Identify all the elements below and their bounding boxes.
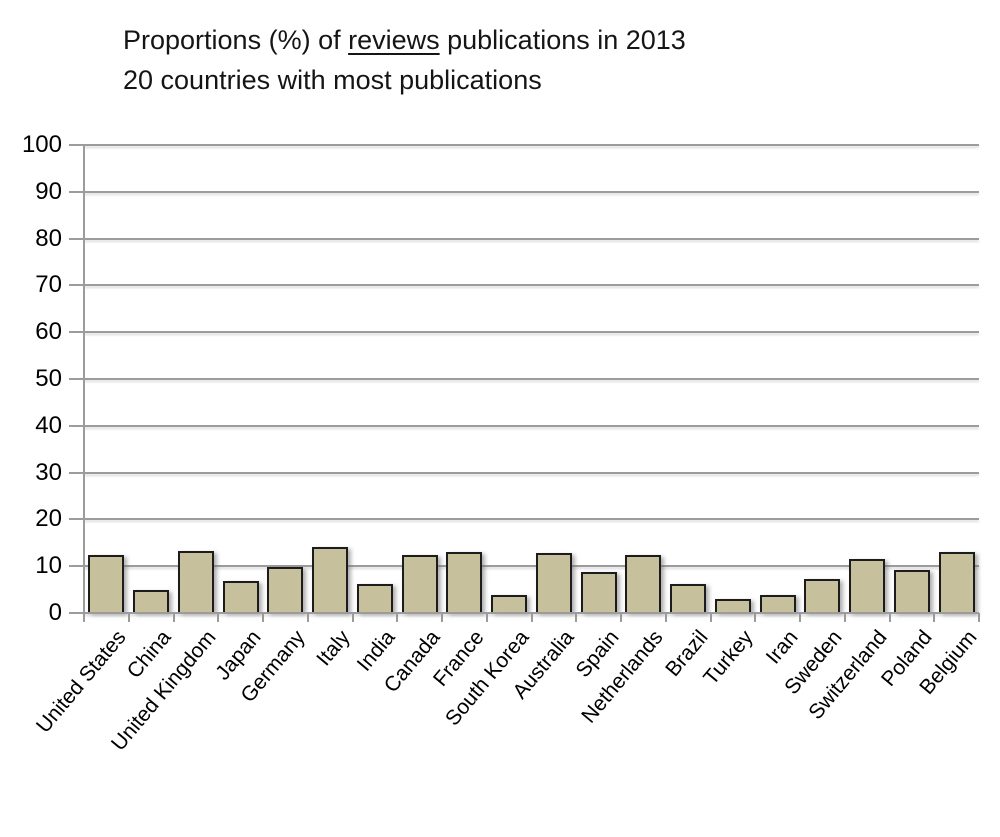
- gridline: [84, 518, 979, 521]
- x-tick: [351, 613, 354, 622]
- y-tick: [69, 331, 84, 334]
- gridline: [84, 144, 979, 146]
- bar: [670, 584, 707, 613]
- bar: [580, 571, 617, 613]
- y-tick: [69, 612, 84, 614]
- plot-area: 0 10 20 30 40 50 60 70 80 90 100 United States China…: [22, 131, 981, 755]
- y-tick-label: 90: [35, 177, 62, 205]
- gridline: [84, 565, 979, 568]
- y-tick-label: 60: [35, 318, 62, 346]
- gridline: [84, 237, 979, 240]
- y-tick: [69, 190, 84, 193]
- x-tick: [888, 613, 891, 622]
- x-tick-label: United States: [32, 626, 131, 738]
- bar: [491, 595, 528, 613]
- chart-title-line2: 20 countries with most publications: [123, 65, 542, 95]
- bar: [625, 555, 662, 613]
- x-axis-line: [84, 612, 979, 614]
- bar: [714, 598, 751, 613]
- x-tick: [843, 613, 846, 622]
- bar: [133, 589, 170, 613]
- x-tick: [83, 613, 85, 622]
- chart-title: Proportions (%) of reviews publications …: [123, 20, 686, 100]
- y-tick: [69, 284, 84, 287]
- y-axis-line: [83, 145, 85, 622]
- y-tick: [69, 424, 84, 427]
- bar: [759, 594, 796, 613]
- y-tick-label: 80: [35, 224, 62, 252]
- y-tick: [69, 471, 84, 474]
- y-tick-label: 70: [35, 271, 62, 299]
- x-tick-label: Italy: [312, 626, 355, 671]
- x-tick: [978, 613, 980, 622]
- gridline: [84, 378, 979, 380]
- y-tick-label: 20: [35, 505, 62, 533]
- y-tick-label: 50: [35, 365, 62, 392]
- x-tick: [530, 613, 533, 622]
- x-tick: [441, 613, 443, 622]
- x-tick: [620, 613, 622, 622]
- bar: [535, 552, 572, 613]
- title-text-underlined: reviews: [348, 25, 440, 55]
- gridline: [84, 331, 979, 334]
- bar: [804, 579, 841, 613]
- y-tick-label: 0: [48, 599, 62, 626]
- x-tick: [575, 613, 578, 622]
- title-text-post: publications in 2013: [439, 25, 686, 55]
- bar: [88, 555, 125, 613]
- x-tick: [306, 613, 309, 622]
- x-tick: [396, 613, 399, 622]
- bar: [312, 547, 349, 613]
- x-tick: [754, 613, 757, 622]
- x-tick: [933, 613, 936, 622]
- x-tick: [799, 613, 801, 622]
- x-tick: [217, 613, 220, 622]
- gridline: [84, 190, 979, 193]
- bar: [222, 580, 259, 613]
- y-tick-label: 100: [21, 131, 62, 158]
- bar: [177, 551, 214, 613]
- chart-title-line1: Proportions (%) of reviews publications …: [123, 20, 686, 60]
- x-tick: [664, 613, 667, 622]
- bar: [938, 552, 975, 613]
- x-tick: [262, 613, 264, 622]
- y-tick-label: 10: [35, 552, 62, 580]
- y-tick: [69, 237, 84, 240]
- bar: [267, 567, 304, 613]
- x-tick: [709, 613, 712, 622]
- x-tick: [127, 613, 130, 622]
- y-tick: [69, 144, 84, 146]
- x-tick: [485, 613, 488, 622]
- bar: [893, 569, 930, 613]
- y-tick: [69, 565, 84, 568]
- bar: [446, 552, 483, 613]
- bar: [356, 584, 393, 613]
- y-tick-label: 40: [35, 411, 62, 439]
- gridline: [84, 471, 979, 474]
- x-tick-label: Turkey: [699, 626, 758, 690]
- y-tick: [69, 378, 84, 380]
- bar: [401, 554, 438, 613]
- y-tick: [69, 518, 84, 521]
- y-tick-label: 30: [35, 458, 62, 486]
- gridline: [84, 284, 979, 287]
- bar: [849, 559, 886, 613]
- x-tick: [172, 613, 175, 622]
- title-text-pre: Proportions (%) of: [123, 25, 349, 55]
- gridline: [84, 424, 979, 427]
